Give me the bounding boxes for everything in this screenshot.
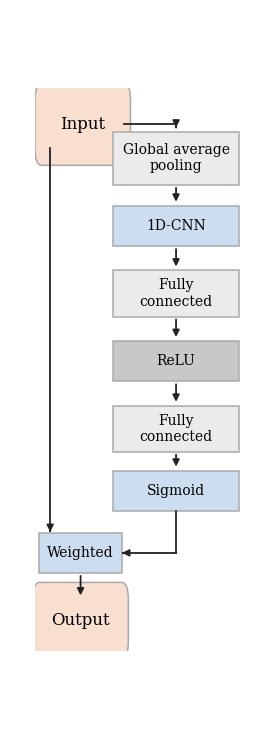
Text: Sigmoid: Sigmoid — [147, 484, 205, 498]
Text: Weighted: Weighted — [47, 546, 114, 560]
Text: Output: Output — [51, 612, 110, 629]
FancyBboxPatch shape — [113, 206, 239, 246]
Text: Global average
pooling: Global average pooling — [123, 143, 230, 173]
FancyBboxPatch shape — [39, 533, 122, 573]
Text: 1D-CNN: 1D-CNN — [146, 219, 206, 233]
Text: Fully
connected: Fully connected — [139, 278, 213, 309]
FancyBboxPatch shape — [33, 583, 128, 659]
FancyBboxPatch shape — [113, 341, 239, 381]
FancyBboxPatch shape — [113, 471, 239, 511]
Text: ReLU: ReLU — [157, 354, 195, 368]
FancyBboxPatch shape — [113, 132, 239, 185]
FancyBboxPatch shape — [35, 83, 130, 165]
FancyBboxPatch shape — [113, 406, 239, 452]
Text: Fully
connected: Fully connected — [139, 414, 213, 444]
Text: Input: Input — [60, 116, 105, 133]
FancyBboxPatch shape — [113, 270, 239, 317]
